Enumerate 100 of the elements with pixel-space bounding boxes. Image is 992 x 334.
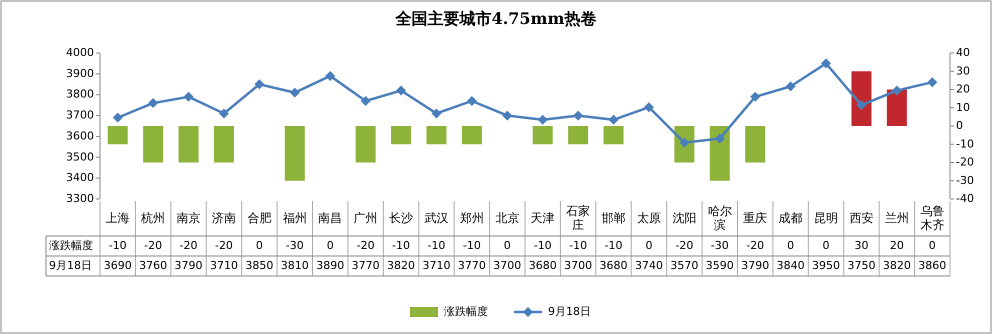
data-label: 3810 <box>280 259 309 272</box>
point <box>502 110 512 121</box>
point <box>786 81 796 92</box>
bar <box>391 126 412 144</box>
data-label: 3790 <box>174 259 203 272</box>
y-tick-label: 3700 <box>66 108 94 122</box>
point <box>644 102 654 112</box>
legend-label: 9月18日 <box>548 305 591 318</box>
data-label: 0 <box>326 239 334 252</box>
point <box>148 98 158 108</box>
x-tick-label: 武汉 <box>424 211 448 225</box>
data-label: -10 <box>604 239 623 252</box>
x-tick-label: 上海 <box>106 211 130 225</box>
point <box>927 77 938 88</box>
data-label: 0 <box>256 239 263 252</box>
data-label: 3700 <box>493 259 522 272</box>
data-label: 20 <box>890 239 904 252</box>
point <box>218 108 229 118</box>
data-label: 3860 <box>918 259 946 272</box>
data-label: 3700 <box>564 259 592 272</box>
x-tick-label: 邯郸 <box>602 211 626 225</box>
x-tick-label: 福州 <box>282 211 307 225</box>
bar <box>426 126 446 144</box>
point <box>325 70 336 81</box>
data-label: 3890 <box>316 259 344 272</box>
data-label: 3840 <box>776 259 805 272</box>
point <box>573 110 584 121</box>
point <box>750 92 760 102</box>
point <box>538 114 548 125</box>
point <box>254 79 264 90</box>
point <box>290 88 300 98</box>
point <box>396 86 406 96</box>
point <box>431 108 442 118</box>
x-tick-label: 石家庄 <box>566 204 590 232</box>
point <box>360 96 371 106</box>
y2-tick-label: 0 <box>956 119 963 132</box>
point <box>892 86 902 96</box>
y2-tick-label: -10 <box>956 137 974 150</box>
data-label: 3820 <box>882 259 911 272</box>
y2-tick-label: 30 <box>956 64 970 78</box>
x-tick-label: 杭州 <box>140 211 166 225</box>
x-tick-label: 南京 <box>176 211 201 225</box>
data-label: -20 <box>214 239 233 252</box>
y2-tick-label: -40 <box>956 192 974 206</box>
x-tick-label: 济南 <box>212 211 236 225</box>
x-tick-label: 长沙 <box>389 211 414 225</box>
bar <box>568 126 588 144</box>
data-label: 3770 <box>458 259 486 272</box>
x-tick-label: 成都 <box>778 211 803 225</box>
point <box>184 92 194 102</box>
data-label: 3760 <box>139 259 168 272</box>
data-label: 3590 <box>706 259 734 272</box>
data-label: 30 <box>854 239 868 252</box>
data-label: -10 <box>569 239 588 252</box>
data-label: 3770 <box>352 259 380 272</box>
bar <box>851 71 872 126</box>
point <box>466 96 477 106</box>
data-label: -20 <box>180 239 198 252</box>
data-label: -20 <box>746 239 764 252</box>
x-tick-label: 南昌 <box>318 211 342 225</box>
text: 9月18日 <box>49 259 92 272</box>
bar <box>604 126 624 144</box>
x-tick-label: 北京 <box>495 211 520 225</box>
point <box>856 100 866 110</box>
data-label: -10 <box>427 239 446 252</box>
bar <box>214 126 234 162</box>
data-label: 3710 <box>210 259 238 272</box>
bar <box>356 126 376 162</box>
data-label: -20 <box>675 239 694 252</box>
y-tick-label: 3300 <box>66 192 94 206</box>
point <box>821 58 832 68</box>
bar <box>745 126 766 162</box>
data-label: -20 <box>144 239 162 252</box>
bar <box>178 126 199 162</box>
x-tick-label: 西安 <box>849 211 874 225</box>
data-label: -30 <box>286 239 304 252</box>
data-label: 0 <box>787 239 794 252</box>
legend-label: 涨跌幅度 <box>444 305 488 318</box>
y2-tick-label: -30 <box>956 174 974 187</box>
data-label: 3740 <box>634 259 663 272</box>
bar <box>532 126 553 144</box>
data-label: 3690 <box>104 259 132 272</box>
point <box>714 134 725 144</box>
data-label: 0 <box>645 239 652 252</box>
data-label: -10 <box>392 239 410 252</box>
data-label: 3850 <box>245 259 274 272</box>
data-label: -10 <box>108 239 127 252</box>
y2-tick-label: 10 <box>956 100 970 114</box>
x-tick-label: 哈尔滨 <box>708 204 732 232</box>
bar <box>143 126 164 162</box>
y-tick-label: 3800 <box>66 88 94 101</box>
data-label: 3570 <box>670 259 698 272</box>
x-tick-label: 昆明 <box>814 211 838 225</box>
y-tick-label: 3400 <box>66 171 94 184</box>
text: 涨跌幅度 <box>49 239 93 252</box>
y-tick-label: 3500 <box>66 150 94 164</box>
bar <box>710 126 730 181</box>
data-label: -10 <box>534 239 552 252</box>
data-label: 3710 <box>422 259 450 272</box>
x-tick-label: 合肥 <box>247 211 272 225</box>
